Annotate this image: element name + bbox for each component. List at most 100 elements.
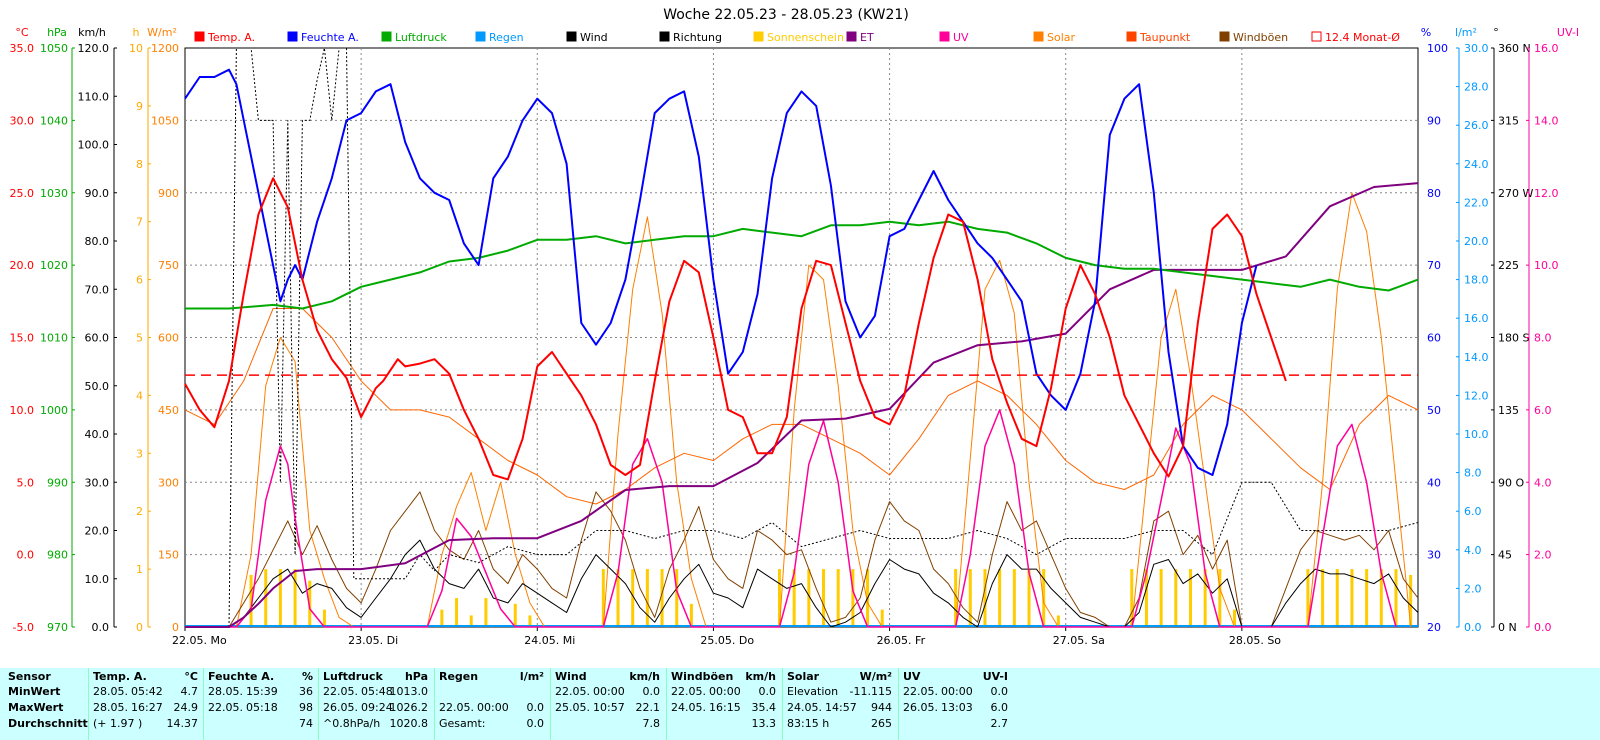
axis-tick-label-wind: 10.0 <box>85 573 110 586</box>
stats-cell-date: 26.05. <box>323 701 358 714</box>
axis-tick-label-pressure: 990 <box>47 476 68 489</box>
axis-tick-label-direction: 270 W <box>1498 187 1533 200</box>
axis-tick-label-temp: 20.0 <box>10 259 35 272</box>
stats-cell-time: 00:00 <box>941 685 973 698</box>
axis-tick-label-solar: 1200 <box>151 42 179 55</box>
sunshine-bar <box>1056 615 1060 627</box>
axis-tick-label-rain: 6.0 <box>1464 505 1482 518</box>
axis-tick-label-rain: 4.0 <box>1464 544 1482 557</box>
axis-tick-label-uv: 10.0 <box>1534 259 1559 272</box>
sunshine-bar <box>1394 569 1398 627</box>
stats-cell-time: 09:24 <box>361 701 393 714</box>
stats-cell-time: 14:57 <box>825 701 857 714</box>
axis-tick-label-direction: 90 O <box>1498 476 1524 489</box>
x-tick-label: 24.05. Mi <box>524 634 575 647</box>
stats-cell-date: ^0.8hPa/h <box>323 717 381 730</box>
axis-tick-label-temp: 30.0 <box>10 114 35 127</box>
sunshine-bar <box>440 609 444 627</box>
axis-tick-label-rain: 24.0 <box>1464 158 1489 171</box>
sunshine-bar <box>1306 569 1310 627</box>
axis-unit-label: ° <box>1493 26 1499 39</box>
stats-cell-date: 22.05. <box>671 685 706 698</box>
axis-tick-label-wind: 20.0 <box>85 525 110 538</box>
x-tick-label: 22.05. Mo <box>172 634 227 647</box>
axis-unit-label: h <box>133 26 140 39</box>
stats-block-name: Wind <box>555 670 587 683</box>
axis-tick-label-temp: -5.0 <box>13 621 34 634</box>
legend-swatch <box>194 31 205 42</box>
sunshine-bar <box>822 569 826 627</box>
legend-label: Luftdruck <box>395 31 447 44</box>
weather-week-chart: Woche 22.05.23 - 28.05.23 (KW21) Temp. A.… <box>10 7 1580 647</box>
axis-unit-label: % <box>1421 26 1431 39</box>
axis-tick-label-rain: 30.0 <box>1464 42 1489 55</box>
axis-tick-label-pressure: 1050 <box>40 42 68 55</box>
pressure-series-line <box>185 220 1419 310</box>
axis-tick-label-solar: 150 <box>158 549 179 562</box>
stats-cell-date: 22.05. <box>208 701 243 714</box>
sunshine-bar <box>998 569 1002 627</box>
stats-cell-value: 14.37 <box>166 717 199 730</box>
axis-tick-label-rain: 16.0 <box>1464 312 1489 325</box>
axis-tick-label-humidity: 90 <box>1427 114 1441 127</box>
stats-cell-value: 1020.8 <box>389 717 429 730</box>
stats-block: Regen l/m² 22.05. 00:00 0.0 Gesamt: 0.0 <box>434 668 550 740</box>
axis-tick-label-uv: 14.0 <box>1534 114 1559 127</box>
axis-tick-label-rain: 14.0 <box>1464 351 1489 364</box>
stats-cell-date: 22.05. <box>323 685 358 698</box>
axis-tick-label-humidity: 40 <box>1427 476 1441 489</box>
axis-tick-label-direction: 0 N <box>1498 621 1517 634</box>
legend-label: 12.4 Monat-Ø <box>1325 31 1400 44</box>
stats-cell-time: 05:18 <box>246 701 278 714</box>
stats-cell-value: 0.0 <box>758 685 777 698</box>
sunshine-bar <box>1409 574 1413 627</box>
sunshine-bar <box>264 569 268 627</box>
axis-tick-label-sun: 0 <box>136 621 143 634</box>
stats-cell-time: 00:00 <box>593 685 625 698</box>
axis-tick-label-rain: 10.0 <box>1464 428 1489 441</box>
stats-cell-date: 24.05. <box>787 701 822 714</box>
axis-tick-label-solar: 900 <box>158 187 179 200</box>
legend-label: Windböen <box>1233 31 1288 44</box>
legend-swatch <box>1033 31 1044 42</box>
stats-cell-value: 6.0 <box>990 701 1009 714</box>
axis-tick-label-rain: 28.0 <box>1464 81 1489 94</box>
sunshine-bar <box>469 615 473 627</box>
axis-tick-label-sun: 8 <box>136 158 143 171</box>
stats-cell-value: 7.8 <box>642 717 661 730</box>
stats-block-name: Feuchte A. <box>208 670 275 683</box>
sunshine-bar <box>689 603 693 627</box>
sunshine-bar <box>484 598 488 627</box>
stats-block-unit: hPa <box>404 670 428 683</box>
stats-cell-date: Gesamt: <box>439 717 486 730</box>
chart-canvas: Woche 22.05.23 - 28.05.23 (KW21) Temp. A.… <box>10 7 1580 647</box>
axis-tick-label-rain: 20.0 <box>1464 235 1489 248</box>
sunshine-bar <box>601 569 605 627</box>
axis-tick-label-temp: 0.0 <box>17 549 35 562</box>
sunshine-bar <box>1159 569 1163 627</box>
temperature-series-line <box>184 177 1287 481</box>
stats-cell-time: 05:48 <box>361 685 393 698</box>
stats-cell-value: 944 <box>871 701 892 714</box>
stats-cell-date: Elevation <box>787 685 839 698</box>
axis-tick-label-wind: 120.0 <box>78 42 110 55</box>
sunshine-bar <box>880 609 884 627</box>
x-tick-label: 27.05. Sa <box>1053 634 1105 647</box>
axis-tick-label-wind: 40.0 <box>85 428 110 441</box>
legend-label: Feuchte A. <box>301 31 359 44</box>
axis-unit-label: W/m² <box>147 26 177 39</box>
legend-label: Richtung <box>673 31 722 44</box>
stats-cell-date: (+ 1.97 ) <box>93 717 143 730</box>
axis-tick-label-direction: 315 <box>1498 114 1519 127</box>
axis-tick-label-rain: 18.0 <box>1464 274 1489 287</box>
sunshine-bar <box>1188 569 1192 627</box>
axis-tick-label-direction: 135 <box>1498 404 1519 417</box>
sunshine-bar <box>513 603 517 627</box>
stats-cell-date: 26.05. <box>903 701 938 714</box>
legend-label: ET <box>860 31 874 44</box>
axis-tick-label-sun: 1 <box>136 563 143 576</box>
sunshine-bar <box>836 569 840 627</box>
stats-block: Windböen km/h 22.05. 00:00 0.0 24.05. 16:15 35.… <box>666 668 782 740</box>
sunshine-bar <box>278 569 282 627</box>
stats-row-label: Durchschnitt <box>8 717 88 730</box>
